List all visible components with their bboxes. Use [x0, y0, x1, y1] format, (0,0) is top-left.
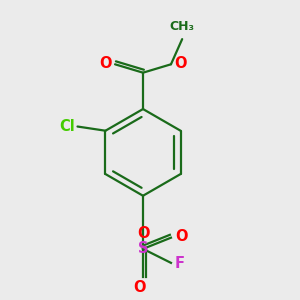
- Text: CH₃: CH₃: [170, 20, 195, 33]
- Text: O: O: [99, 56, 112, 71]
- Text: O: O: [137, 226, 149, 241]
- Text: O: O: [174, 56, 187, 71]
- Text: F: F: [175, 256, 185, 272]
- Text: Cl: Cl: [59, 119, 75, 134]
- Text: S: S: [138, 242, 148, 256]
- Text: O: O: [134, 280, 146, 295]
- Text: O: O: [175, 229, 188, 244]
